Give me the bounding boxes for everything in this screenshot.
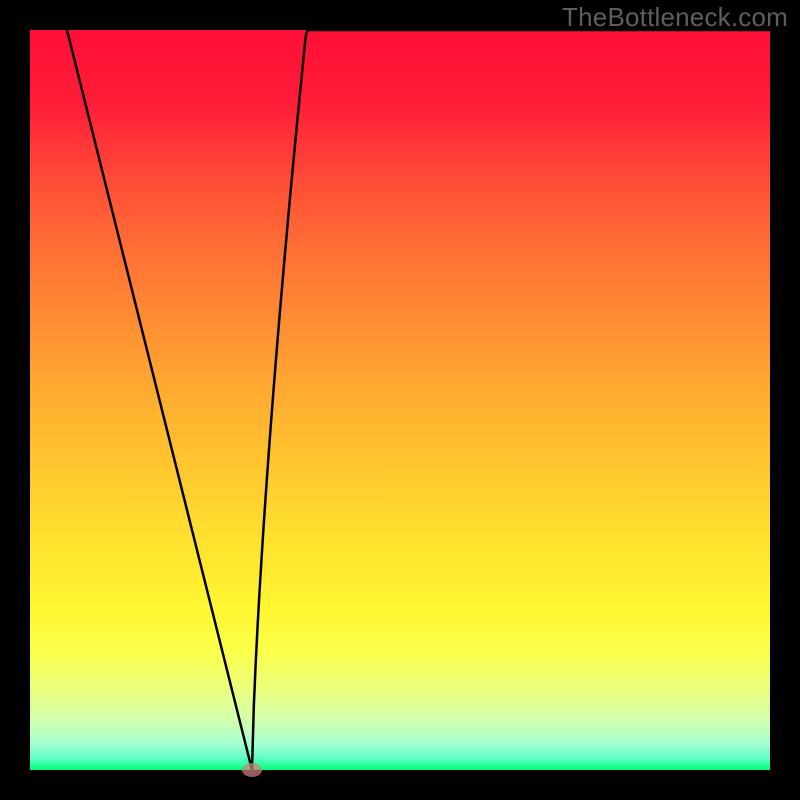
plot-background-gradient — [30, 30, 770, 770]
chart-container: TheBottleneck.com — [0, 0, 800, 800]
watermark-text: TheBottleneck.com — [562, 2, 788, 33]
chart-svg — [0, 0, 800, 800]
minimum-point-marker — [242, 763, 262, 777]
